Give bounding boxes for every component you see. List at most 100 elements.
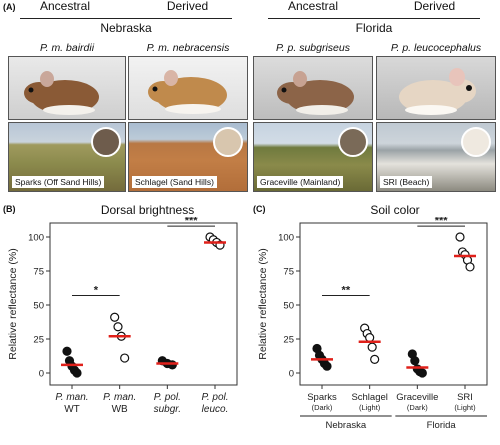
significance-label: *** [435,217,449,227]
header-derived-florida: Derived [413,0,456,13]
mouse-belly [296,105,348,115]
y-tick-label: 0 [289,369,294,380]
y-tick-label: 25 [283,335,294,346]
soil-sample-sri [461,127,491,157]
mouse-bairdii-icon [24,71,99,115]
mouse-photo-leucocephalus [376,56,496,120]
x-tick-sublabel: (Light) [359,403,381,412]
subspecies-label-2: P. m. nebracensis [146,42,230,54]
group-label: Nebraska [325,420,366,431]
header-rule-nebraska [20,18,232,19]
mouse-photo-nebracensis [128,56,248,120]
chart-c-title: Soil color [370,203,420,217]
x-tick-label: Graceville [396,392,438,403]
mouse-eye [466,85,472,91]
soil-sample-graceville [338,127,368,157]
data-point-filled [410,356,420,366]
x-tick-label: Sparks [307,392,337,403]
plot-frame [49,222,238,386]
site-label-sparks: Sparks (Off Sand Hills) [12,176,105,188]
mouse-nebracensis-icon [148,70,227,114]
mouse-ear [293,71,307,87]
y-tick-label: 100 [28,233,44,244]
region-florida: Florida [355,21,393,35]
data-point-filled [72,368,82,378]
habitat-photo-graceville: Graceville (Mainland) [253,122,373,192]
data-point-open [113,322,123,332]
x-tick-label: Schlagel [351,392,387,403]
mouse-belly [405,105,457,115]
y-tick-label: 50 [33,301,44,312]
data-point-open [455,232,465,242]
significance-label: ** [342,284,351,296]
mouse-belly [43,105,95,115]
x-tick-label: P. man. [103,392,136,403]
site-label-schlagel: Schlagel (Sand Hills) [132,176,217,188]
chart-soil-color: 0 25 50 75 100 Relative reflectance (%) Sparks… [257,217,488,431]
mouse-head [277,82,307,104]
mouse-leucocephalus-icon [399,68,476,115]
mouse-photo-subgriseus [253,56,373,120]
data-point-filled [167,360,177,370]
x-tick-sublabel: (Dark) [407,403,428,412]
soil-sample-sparks [91,127,121,157]
x-tick-sublabel: WB [112,404,128,415]
data-point-open [465,262,475,272]
y-axis-label: Relative reflectance (%) [7,248,19,359]
header-ancestral-nebraska: Ancestral [39,0,91,13]
y-tick-label: 75 [283,267,294,278]
region-nebraska: Nebraska [100,21,152,35]
y-axis-label: Relative reflectance (%) [257,248,269,359]
mouse-subgriseus-icon [277,71,354,115]
x-tick-sublabel: (Light) [454,403,476,412]
mouse-eye [152,86,158,92]
chart-b-title: Dorsal brightness [100,203,195,217]
habitat-photo-sparks: Sparks (Off Sand Hills) [8,122,126,192]
habitat-photo-sri: SRI (Beach) [376,122,496,192]
site-label-sri: SRI (Beach) [380,176,433,188]
subspecies-label-4: P. p. leucocephalus [390,42,482,54]
mouse-head [148,81,178,103]
x-tick-label: SRI [457,392,473,403]
x-tick-sublabel: WT [64,404,80,415]
header-rule-florida [268,18,480,19]
plot-frame [299,222,488,386]
header-ancestral-florida: Ancestral [287,0,339,13]
data-point-filled [322,361,332,371]
mouse-belly [165,104,221,114]
x-tick-sublabel: (Dark) [312,403,333,412]
mouse-photo-bairdii [8,56,126,120]
data-point-open [120,353,130,363]
subspecies-label-3: P. p. subgriseus [276,42,350,54]
site-label-graceville: Graceville (Mainland) [257,176,344,188]
mouse-ear [449,68,465,86]
significance-label: * [94,284,99,296]
soil-sample-schlagel [213,127,243,157]
x-tick-label: P. man. [55,392,88,403]
significance-label: *** [185,217,199,227]
mouse-ear [40,71,54,87]
panel-b-letter: (B) [3,204,16,214]
habitat-photo-schlagel: Schlagel (Sand Hills) [128,122,248,192]
header-derived-nebraska: Derived [166,0,209,13]
x-tick-label: P. pol. [154,392,181,403]
data-point-open [365,333,375,343]
x-tick-sublabel: leuco. [202,404,229,415]
y-tick-label: 100 [278,233,294,244]
mouse-eye [281,87,287,93]
data-point-open [110,312,120,322]
data-point-open [367,342,377,352]
y-tick-label: 0 [39,369,44,380]
y-tick-label: 75 [33,267,44,278]
group-label: Florida [427,420,457,431]
y-tick-label: 25 [33,335,44,346]
data-point-open [370,354,380,364]
data-point-filled [62,346,72,356]
subspecies-label-1: P. m. bairdii [39,42,95,54]
mouse-eye [28,87,34,93]
panel-c-letter: (C) [253,204,266,214]
chart-dorsal-brightness: 0 25 50 75 100 Relative reflectance (%) P. man… [7,217,238,415]
data-point-filled [417,368,427,378]
panel-a-letter: (A) [3,2,16,12]
mouse-head [24,82,54,104]
